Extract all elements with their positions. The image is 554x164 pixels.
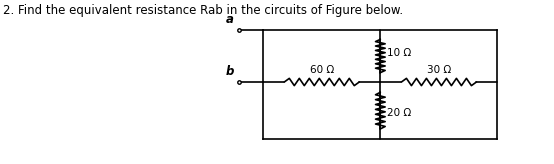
Text: 20 Ω: 20 Ω <box>387 108 412 118</box>
Text: 10 Ω: 10 Ω <box>387 48 412 58</box>
Text: a: a <box>225 13 234 26</box>
Text: 30 Ω: 30 Ω <box>427 65 451 75</box>
Text: 60 Ω: 60 Ω <box>310 65 334 75</box>
Text: 2. Find the equivalent resistance Rab in the circuits of Figure below.: 2. Find the equivalent resistance Rab in… <box>3 4 403 17</box>
Text: b: b <box>225 65 234 78</box>
